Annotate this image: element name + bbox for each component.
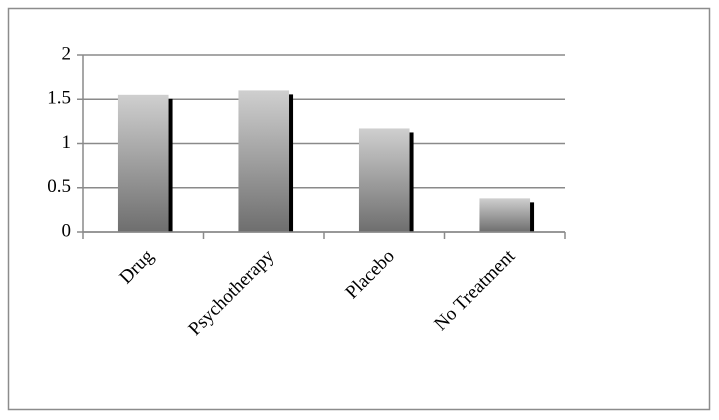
y-tick-label: 1.5 <box>47 88 71 109</box>
bar-shadow <box>166 98 173 232</box>
y-tick-label: 2 <box>62 43 72 64</box>
bar <box>358 128 410 232</box>
bar-shadow <box>287 94 294 233</box>
bar <box>117 94 169 232</box>
bar-shadow <box>407 132 414 232</box>
bar <box>479 198 531 232</box>
bar-shadow <box>528 202 535 232</box>
y-tick-label: 0.5 <box>47 176 71 197</box>
y-tick-label: 0 <box>62 220 72 241</box>
y-tick-label: 1 <box>62 132 72 153</box>
bar <box>238 90 290 233</box>
